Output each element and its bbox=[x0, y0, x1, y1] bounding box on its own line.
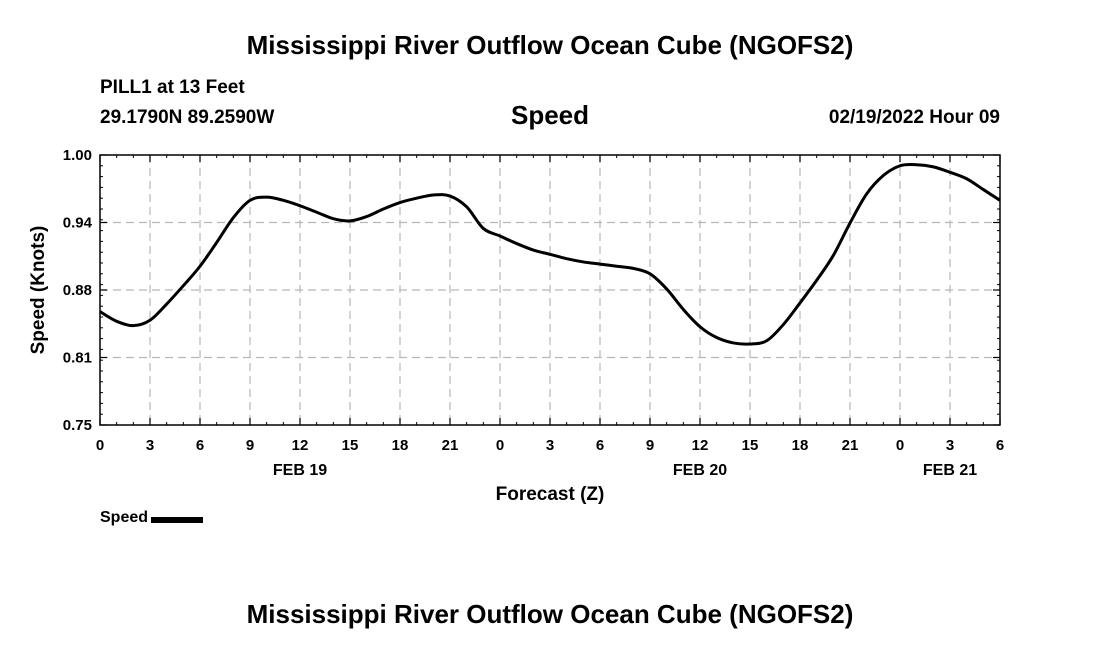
station-label: PILL1 at 13 Feet bbox=[100, 77, 245, 98]
y-axis-label: Speed (Knots) bbox=[28, 226, 49, 355]
x-date-label: FEB 20 bbox=[673, 462, 727, 479]
legend-line-swatch bbox=[151, 516, 204, 523]
variable-title: Speed bbox=[510, 100, 590, 130]
x-tick-label: 3 bbox=[546, 437, 554, 454]
y-tick-label: 1.00 bbox=[63, 147, 92, 164]
x-tick-label: 0 bbox=[496, 437, 504, 454]
speed-series-line bbox=[99, 163, 1001, 346]
grid-lines bbox=[100, 155, 1000, 425]
x-tick-label: 6 bbox=[996, 437, 1004, 454]
x-tick-label: 15 bbox=[342, 437, 359, 454]
x-tick-label: 0 bbox=[896, 437, 904, 454]
x-tick-label: 18 bbox=[792, 437, 809, 454]
x-tick-label: 15 bbox=[742, 437, 759, 454]
y-tick-label: 0.75 bbox=[63, 417, 92, 434]
x-axis-label: Forecast (Z) bbox=[496, 484, 605, 505]
legend: Speed bbox=[100, 509, 204, 527]
x-tick-label: 0 bbox=[96, 437, 104, 454]
x-tick-label: 3 bbox=[946, 437, 954, 454]
x-date-label: FEB 19 bbox=[273, 462, 327, 479]
x-tick-label: 21 bbox=[842, 437, 859, 454]
plot-frame bbox=[99, 154, 1001, 426]
x-tick-label: 6 bbox=[196, 437, 204, 454]
y-tick-label: 0.94 bbox=[63, 215, 93, 232]
x-tick-label: 12 bbox=[292, 437, 309, 454]
chart-title: Mississippi River Outflow Ocean Cube (NG… bbox=[246, 30, 854, 60]
x-tick-label: 18 bbox=[392, 437, 409, 454]
footer-title: Mississippi River Outflow Ocean Cube (NG… bbox=[246, 599, 854, 629]
station-coordinates: 29.1790N 89.2590W bbox=[100, 107, 275, 128]
legend-label: Speed bbox=[100, 509, 149, 526]
x-tick-label: 9 bbox=[246, 437, 254, 454]
x-tick-label: 21 bbox=[442, 437, 459, 454]
speed-chart: 0 3 6 9 12 15 18 21 0 3 6 9 12 15 18 21 0 3 6 FEB 19 FEB 20 F… bbox=[28, 147, 1004, 505]
x-tick-label: 3 bbox=[146, 437, 154, 454]
series-lines bbox=[99, 163, 1001, 346]
y-tick-label: 0.88 bbox=[63, 282, 92, 299]
y-tick-label: 0.81 bbox=[63, 350, 92, 367]
forecast-timestamp: 02/19/2022 Hour 09 bbox=[828, 107, 1000, 128]
x-tick-label: 6 bbox=[596, 437, 604, 454]
x-tick-label: 12 bbox=[692, 437, 709, 454]
x-date-label: FEB 21 bbox=[923, 462, 977, 479]
x-tick-label: 9 bbox=[646, 437, 654, 454]
axis-labels: 0 3 6 9 12 15 18 21 0 3 6 9 12 15 18 21 0 3 6 FEB 19 FEB 20 F… bbox=[63, 147, 1004, 479]
